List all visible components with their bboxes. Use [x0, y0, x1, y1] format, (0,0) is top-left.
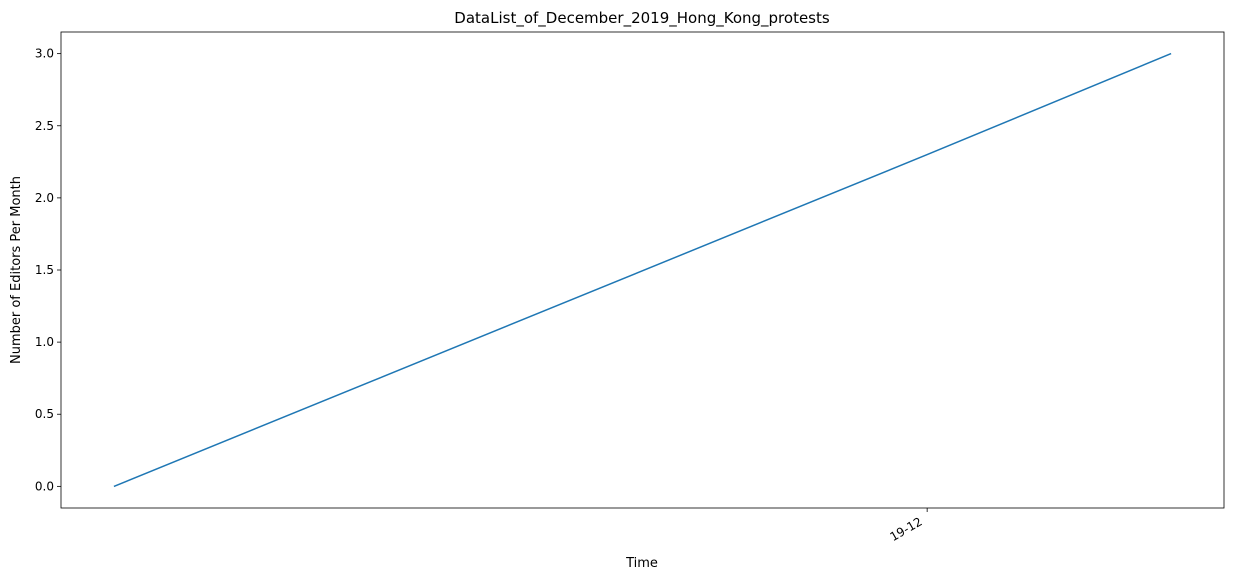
y-tick-label: 0.0: [35, 479, 54, 493]
y-tick-label: 1.5: [35, 263, 54, 277]
y-tick-label: 2.5: [35, 119, 54, 133]
y-tick-label: 2.0: [35, 191, 54, 205]
data-line: [113, 52, 1172, 488]
axes-frame: [60, 31, 1225, 509]
y-tick-label: 1.0: [35, 335, 54, 349]
x-axis-label: Time: [625, 556, 658, 571]
y-tick-label: 0.5: [35, 407, 54, 421]
y-tick-label: 3.0: [35, 47, 54, 61]
chart-title: DataList_of_December_2019_Hong_Kong_prot…: [454, 9, 830, 28]
y-axis-label: Number of Editors Per Month: [9, 176, 24, 364]
